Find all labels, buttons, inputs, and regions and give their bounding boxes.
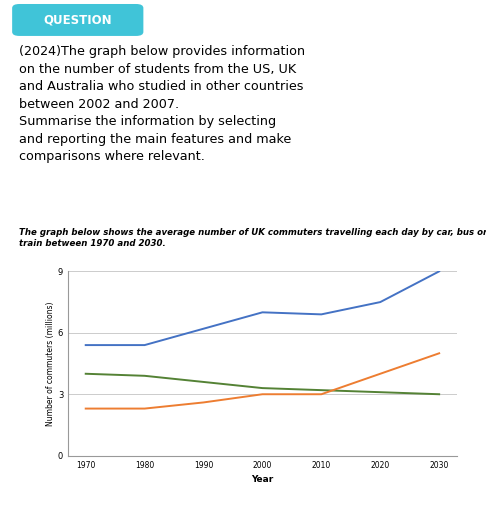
FancyBboxPatch shape xyxy=(12,4,143,36)
Text: QUESTION: QUESTION xyxy=(43,13,112,27)
Text: The graph below shows the average number of UK commuters travelling each day by : The graph below shows the average number… xyxy=(19,227,486,248)
X-axis label: Year: Year xyxy=(251,475,274,484)
Text: (2024)The graph below provides information
on the number of students from the US: (2024)The graph below provides informati… xyxy=(19,45,306,163)
Y-axis label: Number of commuters (millions): Number of commuters (millions) xyxy=(46,301,55,426)
